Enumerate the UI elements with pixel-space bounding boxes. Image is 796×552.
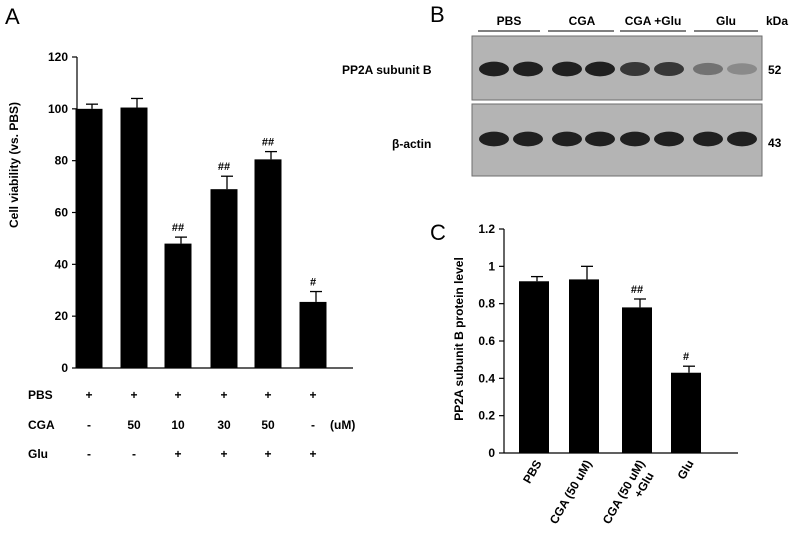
chart-a-y-tick-label: 100 [48,102,68,116]
chart-a-bar [254,159,282,368]
blot-band [727,131,757,147]
chart-a-y-axis-label: Cell viability (vs. PBS) [7,102,21,228]
blot-band [552,131,582,147]
panel-a-letter: A [5,4,20,29]
chart-a-condition-value: - [132,447,136,461]
chart-a-significance-mark: ## [172,222,184,234]
blot-band [693,131,723,147]
blot-band [620,131,650,147]
blot-kda-label: kDa [766,14,788,28]
chart-a-y-tick-label: 80 [55,154,69,168]
panel-b-letter: B [430,2,445,27]
blot-band [513,61,543,77]
chart-a-condition-value: + [264,447,271,461]
chart-a-condition-value: 30 [217,418,231,432]
chart-a-bar [120,107,148,368]
blot-band [479,61,509,77]
blot-lane-label: CGA +Glu [625,14,682,28]
chart-c-bar [622,307,652,453]
chart-c-category-label: CGA (50 uM) [547,458,595,527]
chart-a-y-tick-label: 20 [55,309,69,323]
chart-a-condition-value: 50 [127,418,141,432]
chart-a-bar [75,108,103,368]
chart-a-bar [210,189,238,368]
blot-band [585,131,615,147]
chart-c-category-label: CGA (50 uM)+Glu [600,458,657,527]
chart-a: Cell viability (vs. PBS) 0 20 40 60 80 100 120… [7,50,355,461]
chart-c-bar [519,281,549,453]
blot-band [727,63,757,75]
blot-band [479,131,509,147]
chart-c-category-label: Glu [674,458,696,482]
western-blot: kDa PBS CGA CGA +Glu Glu PP2A subunit B β-a… [342,14,788,177]
chart-c: PP2A subunit B protein level 0 0.2 0.4 0.6 0… [452,222,738,527]
panel-c-letter: C [430,220,446,245]
chart-a-significance-mark: ## [218,161,230,173]
chart-a-condition-value: - [87,418,91,432]
chart-c-y-tick-label: 0.6 [478,334,495,348]
chart-c-y-tick-label: 0.8 [478,297,495,311]
chart-a-condition-value: + [309,388,316,402]
chart-c-y-tick-label: 1 [488,259,495,273]
chart-a-y-tick-label: 0 [61,361,68,375]
blot-band [693,62,723,76]
chart-a-condition-label: CGA [28,418,55,432]
chart-a-condition-value: + [220,388,227,402]
blot-row-kda-pp2a: 52 [768,63,782,77]
blot-row-label-actin: β-actin [392,137,431,151]
chart-c-category-text: PBS [520,458,544,486]
chart-a-condition-label: Glu [28,447,48,461]
chart-c-y-tick-label: 0.2 [478,409,495,423]
chart-a-condition-value: + [174,388,181,402]
blot-band [654,131,684,147]
chart-c-y-tick-label: 1.2 [478,222,495,236]
chart-a-bar [299,301,327,368]
chart-c-category-text: CGA (50 uM) [547,458,595,527]
blot-band [552,61,582,77]
chart-a-condition-label: PBS [28,388,53,402]
chart-a-significance-mark: # [310,277,316,289]
blot-row-label-pp2a: PP2A subunit B [342,63,432,77]
blot-row-kda-actin: 43 [768,136,782,150]
chart-a-condition-value: + [220,447,227,461]
chart-a-condition-value: + [174,447,181,461]
chart-a-significance-mark: ## [262,137,274,149]
chart-a-bar [164,243,192,368]
chart-c-y-tick-label: 0 [488,446,495,460]
blot-lane-label: Glu [716,14,736,28]
blot-band [585,61,615,77]
chart-c-significance-mark: # [683,351,689,363]
blot-band [513,131,543,147]
blot-band [620,62,650,76]
chart-a-condition-value: - [87,447,91,461]
chart-a-y-tick-label: 60 [55,206,69,220]
chart-c-category-label: PBS [520,458,544,486]
chart-c-significance-mark: ## [631,284,643,296]
blot-lane-label: PBS [497,14,522,28]
chart-a-condition-value: + [85,388,92,402]
chart-a-condition-unit: (uM) [330,418,355,432]
chart-a-condition-value: + [309,447,316,461]
chart-c-y-axis-label: PP2A subunit B protein level [452,257,466,421]
chart-a-condition-value: - [311,418,315,432]
chart-a-y-tick-label: 40 [55,257,69,271]
chart-c-bar [569,279,599,453]
chart-c-y-tick-label: 0.4 [478,371,495,385]
chart-a-y-tick-label: 120 [48,50,68,64]
chart-a-condition-value: 50 [261,418,275,432]
chart-a-condition-value: + [130,388,137,402]
blot-lane-label: CGA [569,14,596,28]
chart-a-condition-value: + [264,388,271,402]
chart-c-category-text: Glu [674,458,696,482]
blot-band [654,62,684,76]
chart-a-condition-value: 10 [171,418,185,432]
chart-c-bar [671,372,701,453]
